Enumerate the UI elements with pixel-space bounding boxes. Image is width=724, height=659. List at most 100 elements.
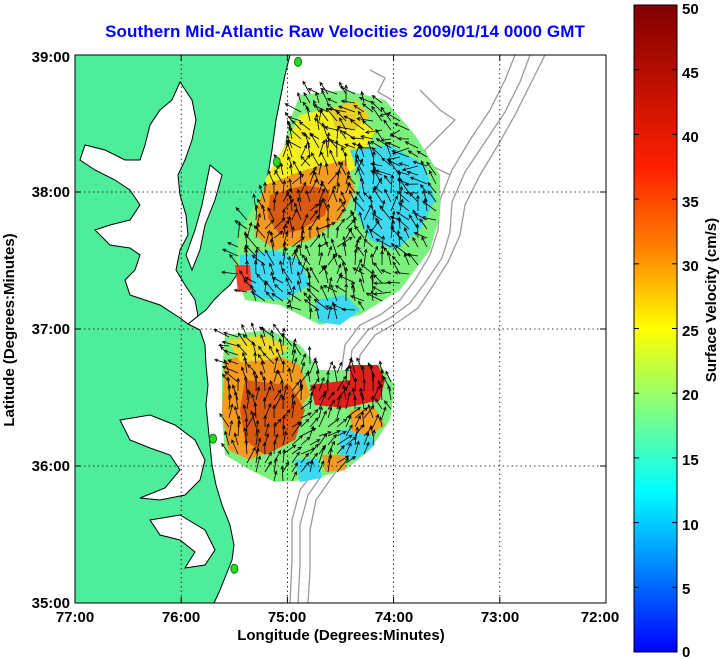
velocity-arrow [324,138,329,158]
velocity-arrow [267,169,275,185]
velocity-arrow [267,206,275,221]
velocity-arrow [384,188,392,203]
velocity-arrow [227,242,239,248]
velocity-arrow [246,411,257,428]
velocity-arrow [327,360,333,374]
velocity-arrow [373,186,383,194]
x-tick-label: 74:00 [375,609,413,626]
velocity-arrow [359,277,365,293]
velocity-arrow [372,291,392,296]
velocity-arrow [253,225,266,239]
velocity-arrow [256,273,266,284]
velocity-arrow [344,84,348,104]
velocity-arrow [313,298,329,311]
velocity-arrow [385,370,392,383]
sound-water [119,414,206,501]
velocity-arrow [244,438,248,455]
velocity-arrow [326,131,331,149]
velocity-arrow [310,152,320,167]
colorbar-tick-label: 5 [682,581,690,598]
velocity-arrow [269,379,275,392]
velocity-arrow [213,328,230,338]
velocity-arrow [390,219,395,239]
velocity-arrow [318,410,327,428]
velocity-arrow [282,461,289,473]
velocity-arrow [404,182,419,187]
velocity-arrow [370,100,383,113]
velocity-arrow [420,160,428,176]
velocity-arrow [330,238,338,257]
velocity-arrow [397,136,410,141]
velocity-arrow [329,140,347,149]
velocity-arrow [246,363,257,374]
velocity-arrow [288,215,293,230]
velocity-arrow [223,331,239,338]
velocity-arrow [255,455,261,473]
velocity-arrow [300,144,308,158]
velocity-arrow [269,231,275,248]
velocity-arrow [336,434,353,446]
velocity-arrow [297,188,302,203]
velocity-arrow [383,174,392,185]
radar-stations [209,56,303,574]
velocity-arrow [336,405,342,419]
velocity-arrow [273,421,277,437]
velocity-arrow [350,136,365,140]
velocity-arrow [318,376,325,392]
velocity-arrow [321,122,329,140]
velocity-arrow [380,269,392,275]
velocity-arrow [340,99,356,104]
velocity-arrow [214,358,230,365]
velocity-arrow [338,105,356,113]
velocity-arrow [336,263,342,275]
velocity-arrow [341,307,356,312]
velocity-arrow [287,116,302,122]
velocity-arrow [396,217,410,230]
velocity-arrow [336,455,350,464]
velocity-arrow [306,140,311,158]
velocity-arrow [375,238,392,248]
y-axis-label: Latitude (Degrees:Minutes) [1,233,18,426]
velocity-arrow [318,390,328,401]
velocity-arrow [228,393,232,410]
velocity-arrow [309,214,320,230]
velocity-arrow [243,356,248,374]
velocity-arrow [367,404,374,419]
velocity-arrow [286,291,302,302]
tick-marks [74,54,607,604]
velocity-arrow [325,378,330,392]
velocity-arrow [255,419,260,437]
velocity-arrow [243,426,248,446]
velocity-arrow [271,292,284,302]
velocity-arrow [281,395,286,410]
velocity-arrow [243,375,248,392]
velocity-arrow [296,196,302,212]
velocity-arrow [353,104,365,113]
velocity-arrow [219,412,230,428]
velocity-arrow [355,158,365,176]
velocity-arrow [234,405,239,419]
velocity-arrow [315,91,320,104]
velocity-arrow [404,190,419,195]
velocity-arrow [282,448,286,464]
velocity-arrow [393,123,410,131]
velocity-arrow [293,342,302,356]
velocity-arrow [358,211,365,230]
velocity-arrow [327,185,336,203]
velocity-arrow [300,256,308,275]
velocity-arrow [372,286,383,293]
velocity-arrow [421,236,428,248]
velocity-arrow [359,391,365,410]
sound-water-2 [149,514,216,569]
velocity-arrow [291,446,303,455]
velocity-arrow [413,232,428,239]
velocity-arrow [383,119,392,131]
velocity-arrow [227,359,239,365]
velocity-arrow [318,251,324,266]
velocity-arrow [281,360,286,374]
velocity-arrow [282,241,287,257]
velocity-arrow [265,291,275,302]
velocity-arrow [287,367,293,383]
velocity-arrow [300,154,311,167]
velocity-arrow [403,252,410,266]
